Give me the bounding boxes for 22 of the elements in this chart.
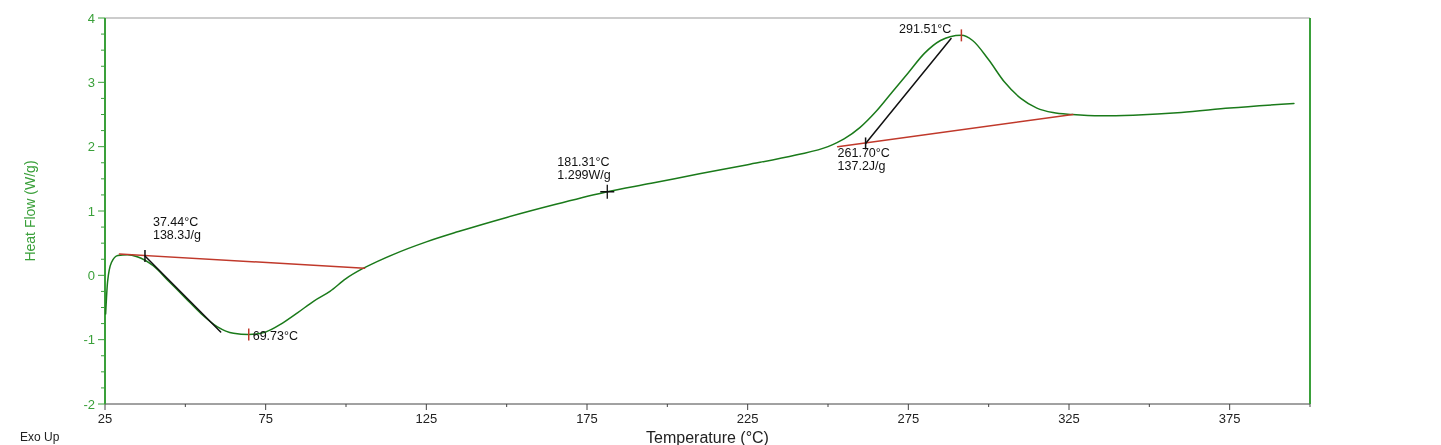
y-axis-title: Heat Flow (W/g) xyxy=(22,160,38,262)
x-tick-label: 225 xyxy=(736,411,759,426)
y-tick-label: 1 xyxy=(87,203,95,219)
x-tick-label: 175 xyxy=(576,411,598,426)
x-tick-label: 275 xyxy=(897,411,920,426)
y-tick-label: 0 xyxy=(87,267,95,283)
annotation: 69.73°C xyxy=(252,328,299,343)
x-tick-label: 325 xyxy=(1058,411,1080,426)
y-tick-label: 2 xyxy=(87,139,95,155)
annotation: 37.44°C 138.3J/g xyxy=(152,215,201,243)
x-tick-label: 125 xyxy=(415,411,438,426)
text: Exo Up xyxy=(20,430,60,444)
y-tick-label: -1 xyxy=(83,332,95,348)
y-tick-label: -2 xyxy=(83,396,95,412)
annotation: 291.51°C xyxy=(899,22,952,37)
annotation: 261.70°C 137.2J/g xyxy=(837,146,890,174)
x-tick-label: 25 xyxy=(97,411,113,426)
x-tick-label: 375 xyxy=(1218,411,1241,426)
x-tick-label: 75 xyxy=(258,411,273,426)
y-tick-label: 3 xyxy=(87,74,95,90)
annotation: 181.31°C 1.299W/g xyxy=(557,154,611,182)
y-tick-label: 4 xyxy=(87,10,95,26)
